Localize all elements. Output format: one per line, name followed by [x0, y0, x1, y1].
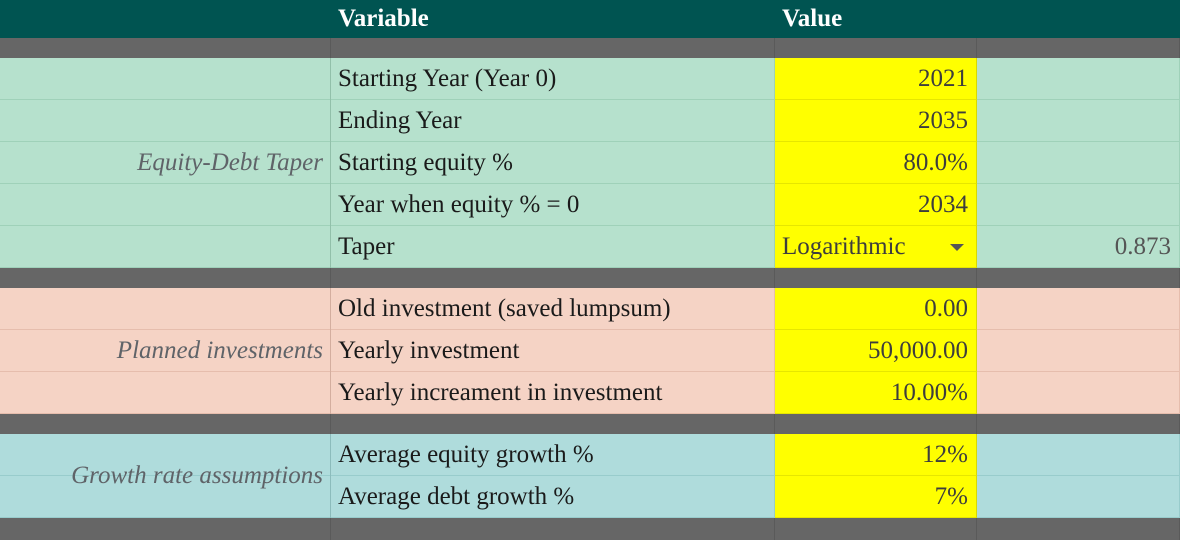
table-row: Average debt growth % 7%	[0, 476, 1180, 518]
group-label: Growth rate assumptions	[0, 434, 331, 518]
value-input-cell[interactable]: 2035	[775, 100, 977, 142]
variable-cell[interactable]: Old investment (saved lumpsum)	[331, 288, 775, 330]
value-input-cell[interactable]: 2034	[775, 184, 977, 226]
extra-cell[interactable]	[977, 288, 1180, 330]
table-row: Starting equity % 80.0%	[0, 142, 1180, 184]
separator-cell	[775, 268, 977, 288]
group-cell[interactable]	[0, 288, 331, 330]
table-row: Yearly increament in investment 10.00%	[0, 372, 1180, 414]
group-cell[interactable]	[0, 476, 331, 518]
table-row: Old investment (saved lumpsum) 0.00	[0, 288, 1180, 330]
separator-cell	[0, 38, 331, 58]
variable-cell[interactable]: Starting Year (Year 0)	[331, 58, 775, 100]
table-row: Starting Year (Year 0) 2021	[0, 58, 1180, 100]
table-row: Average equity growth % 12%	[0, 434, 1180, 476]
separator-row	[0, 268, 1180, 288]
variable-cell[interactable]: Starting equity %	[331, 142, 775, 184]
separator-cell	[0, 268, 331, 288]
separator-row	[0, 518, 1180, 540]
separator-cell	[775, 38, 977, 58]
group-cell[interactable]	[0, 100, 331, 142]
variable-cell[interactable]: Average equity growth %	[331, 434, 775, 476]
value-input-cell[interactable]: 12%	[775, 434, 977, 476]
separator-row	[0, 414, 1180, 434]
table-row: Ending Year 2035	[0, 100, 1180, 142]
header-variable[interactable]: Variable	[338, 5, 429, 32]
group-cell[interactable]	[0, 434, 331, 476]
separator-cell	[331, 414, 775, 434]
extra-cell[interactable]	[977, 372, 1180, 414]
chevron-down-icon[interactable]	[950, 244, 964, 251]
variable-cell[interactable]: Average debt growth %	[331, 476, 775, 518]
extra-cell[interactable]: 0.873	[977, 226, 1180, 268]
separator-cell	[331, 38, 775, 58]
extra-cell[interactable]	[977, 100, 1180, 142]
extra-cell[interactable]	[977, 142, 1180, 184]
value-input-cell[interactable]: 7%	[775, 476, 977, 518]
table-row: Year when equity % = 0 2034	[0, 184, 1180, 226]
value-input-cell[interactable]: 10.00%	[775, 372, 977, 414]
separator-cell	[775, 414, 977, 434]
separator-cell	[977, 38, 1180, 58]
separator-cell	[0, 518, 331, 540]
table-row: Taper Logarithmic 0.873	[0, 226, 1180, 268]
extra-cell[interactable]	[977, 184, 1180, 226]
extra-cell[interactable]	[977, 434, 1180, 476]
separator-cell	[331, 268, 775, 288]
group-cell[interactable]	[0, 58, 331, 100]
value-input-cell[interactable]: 80.0%	[775, 142, 977, 184]
separator-cell	[977, 268, 1180, 288]
group-cell[interactable]	[0, 184, 331, 226]
taper-dropdown[interactable]: Logarithmic	[775, 226, 977, 268]
variable-cell[interactable]: Taper	[331, 226, 775, 268]
group-cell[interactable]	[0, 330, 331, 372]
separator-cell	[977, 518, 1180, 540]
extra-cell[interactable]	[977, 476, 1180, 518]
value-input-cell[interactable]: 50,000.00	[775, 330, 977, 372]
separator-cell	[977, 414, 1180, 434]
header-value[interactable]: Value	[782, 5, 843, 32]
value-input-cell[interactable]: 0.00	[775, 288, 977, 330]
extra-cell[interactable]	[977, 58, 1180, 100]
extra-cell[interactable]	[977, 330, 1180, 372]
separator-cell	[0, 414, 331, 434]
group-label: Equity-Debt Taper	[0, 58, 331, 268]
taper-dropdown-value: Logarithmic	[782, 232, 906, 260]
variable-cell[interactable]: Year when equity % = 0	[331, 184, 775, 226]
group-cell[interactable]	[0, 226, 331, 268]
variable-cell[interactable]: Yearly increament in investment	[331, 372, 775, 414]
table-row: Yearly investment 50,000.00	[0, 330, 1180, 372]
header-cell-extra[interactable]	[977, 0, 1180, 38]
separator-row	[0, 38, 1180, 58]
separator-cell	[775, 518, 977, 540]
header-cell-label[interactable]	[0, 0, 331, 38]
value-input-cell[interactable]: 2021	[775, 58, 977, 100]
header-row: Variable Value	[0, 0, 1180, 38]
group-label: Planned investments	[0, 288, 331, 414]
group-cell[interactable]	[0, 372, 331, 414]
separator-cell	[331, 518, 775, 540]
variable-cell[interactable]: Yearly investment	[331, 330, 775, 372]
variable-cell[interactable]: Ending Year	[331, 100, 775, 142]
group-cell[interactable]	[0, 142, 331, 184]
